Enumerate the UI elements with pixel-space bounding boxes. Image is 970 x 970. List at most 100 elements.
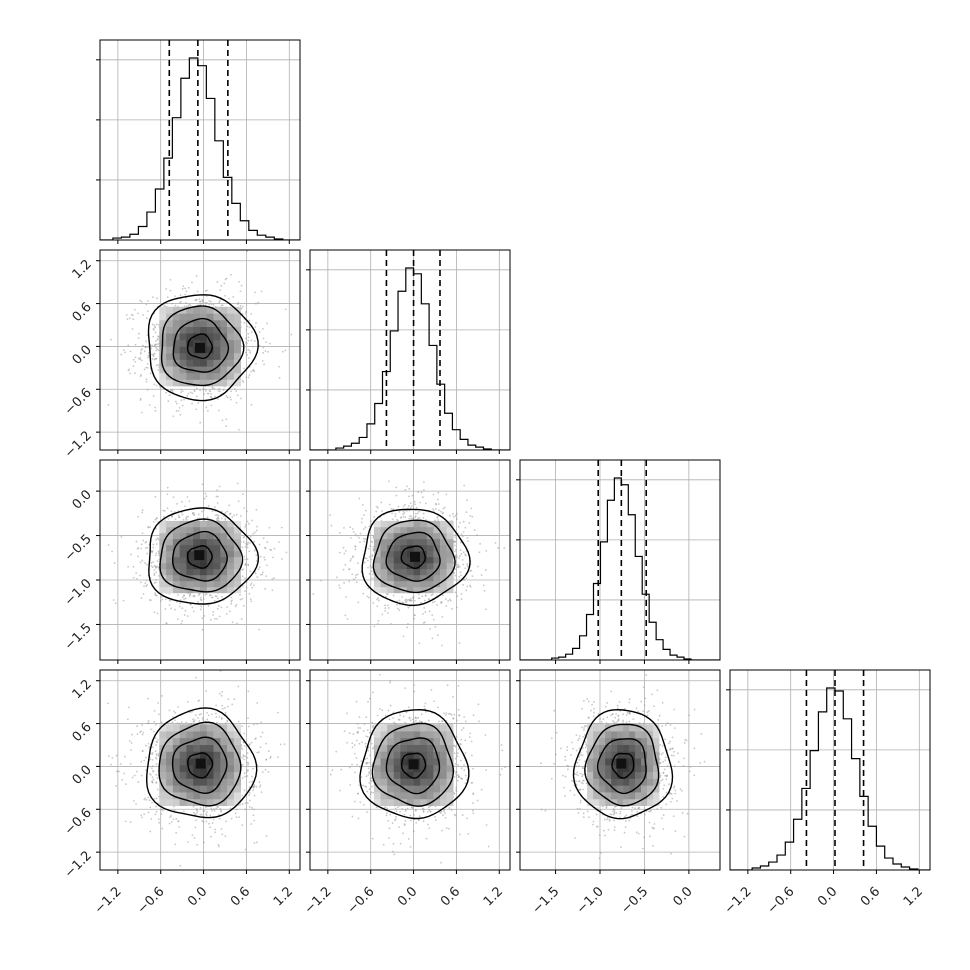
density-cell — [213, 544, 221, 552]
scatter-point — [413, 614, 416, 617]
scatter-point — [361, 503, 364, 506]
density-cell — [186, 359, 194, 367]
scatter-point — [462, 520, 465, 523]
scatter-point — [465, 577, 468, 580]
scatter-point — [245, 771, 248, 773]
scatter-point — [246, 250, 249, 253]
scatter-point — [168, 394, 171, 397]
scatter-point — [351, 573, 354, 576]
density-cell — [200, 562, 208, 570]
scatter-point — [354, 548, 357, 551]
scatter-point — [162, 509, 165, 512]
contour-line — [187, 545, 213, 569]
scatter-point — [377, 597, 380, 600]
scatter-point — [251, 586, 254, 589]
density-cell — [166, 320, 174, 327]
density-cell — [393, 538, 401, 546]
scatter-point — [343, 527, 345, 529]
scatter-point — [160, 595, 163, 598]
scatter-point — [199, 421, 202, 424]
scatter-point — [267, 350, 269, 353]
scatter-point — [398, 510, 401, 513]
scatter-point — [390, 623, 392, 625]
scatter-point — [464, 567, 467, 570]
scatter-point — [251, 345, 254, 348]
scatter-point — [131, 328, 134, 330]
scatter-point — [155, 756, 157, 759]
scatter-point — [447, 599, 450, 602]
scatter-point — [243, 321, 246, 324]
scatter-point — [228, 610, 231, 613]
histogram-panel — [310, 250, 510, 450]
scatter-point — [188, 594, 191, 596]
scatter-point — [366, 595, 369, 598]
density-cell — [213, 568, 221, 576]
scatter-point — [451, 607, 453, 610]
scatter-point — [255, 322, 257, 324]
scatter-point — [246, 520, 249, 523]
scatter-point — [244, 755, 246, 758]
scatter-point — [231, 621, 234, 624]
scatter-point — [460, 533, 463, 536]
density-cell — [420, 586, 428, 594]
scatter-point — [408, 487, 411, 490]
scatter-point — [132, 365, 135, 368]
scatter-point — [434, 502, 437, 505]
density-cell — [420, 556, 428, 564]
scatter-point — [132, 565, 135, 568]
density-cell — [380, 568, 388, 576]
scatter-point — [418, 516, 421, 519]
density-cell — [227, 306, 235, 314]
density-cell — [440, 574, 447, 582]
scatter-point — [125, 313, 128, 316]
scatter-point — [355, 581, 358, 584]
scatter-point — [466, 562, 469, 565]
density-cell — [380, 586, 388, 594]
density-cell — [213, 359, 221, 367]
scatter-point — [454, 550, 456, 553]
scatter-point — [132, 576, 135, 579]
scatter-point — [140, 351, 142, 354]
scatter-point — [224, 518, 227, 521]
density-cell — [220, 520, 228, 528]
scatter-point — [248, 374, 251, 376]
scatter-point — [409, 599, 412, 602]
scatter-point — [154, 331, 157, 334]
scatter-point — [261, 571, 264, 574]
scatter-point — [139, 299, 142, 302]
scatter-point — [149, 526, 151, 529]
scatter-point — [183, 598, 185, 601]
scatter-point — [255, 554, 258, 557]
scatter-point — [217, 495, 219, 498]
scatter-point — [408, 515, 411, 517]
scatter-point — [215, 617, 218, 620]
scatter-point — [349, 559, 352, 562]
scatter-point — [263, 363, 265, 366]
scatter-point — [464, 526, 467, 529]
scatter-point — [127, 565, 129, 568]
scatter-point — [152, 328, 155, 330]
scatter-point — [405, 485, 408, 488]
scatter-point — [123, 755, 126, 758]
scatter-point — [137, 555, 139, 558]
density-cell — [159, 313, 167, 321]
scatter-point — [469, 584, 471, 587]
scatter-point — [140, 300, 143, 303]
density-cell — [193, 372, 201, 380]
scatter-point — [254, 291, 257, 294]
density-cell — [440, 526, 447, 534]
density-cell — [400, 538, 408, 546]
density-cell — [186, 556, 194, 564]
scatter-point — [218, 692, 221, 695]
scatter-point — [155, 581, 157, 584]
scatter-point — [187, 286, 190, 289]
scatter-point — [245, 329, 248, 331]
density-cell — [400, 568, 408, 576]
scatter-point — [143, 368, 146, 371]
density-cell — [233, 313, 242, 321]
scatter-point — [453, 544, 456, 547]
scatter-point — [255, 302, 257, 305]
scatter-point — [235, 816, 238, 819]
density-cell — [186, 526, 194, 534]
scatter-point — [164, 519, 166, 522]
